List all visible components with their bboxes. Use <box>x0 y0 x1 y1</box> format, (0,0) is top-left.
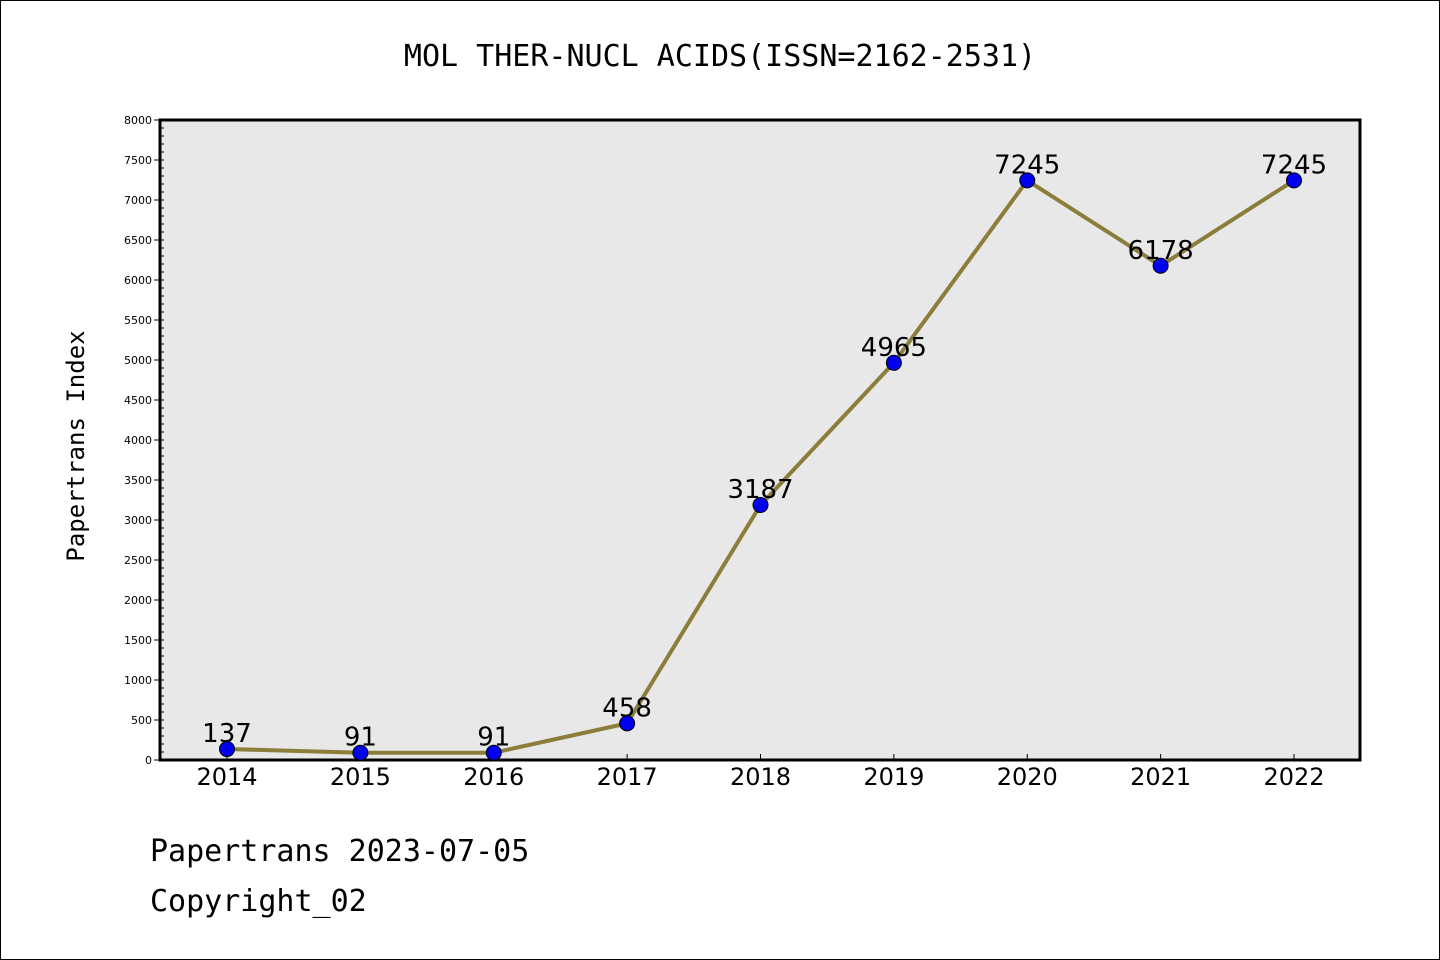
y-tick-label: 8000 <box>124 114 152 127</box>
y-tick-label: 7500 <box>124 154 152 167</box>
footer-copyright: Copyright_02 <box>150 884 367 919</box>
y-tick-label: 1000 <box>124 674 152 687</box>
y-tick-label: 6000 <box>124 274 152 287</box>
chart-title: MOL THER-NUCL ACIDS(ISSN=2162-2531) <box>404 39 1036 74</box>
data-point <box>1152 257 1169 274</box>
data-point <box>352 744 369 761</box>
data-label: 7245 <box>1261 150 1327 180</box>
y-axis-label: Papertrans Index <box>62 330 90 561</box>
y-tick-label: 7000 <box>124 194 152 207</box>
footer-date: Papertrans 2023-07-05 <box>150 834 530 869</box>
x-tick-label: 2019 <box>863 763 924 791</box>
y-tick-label: 6500 <box>124 234 152 247</box>
y-tick-label: 0 <box>145 754 152 767</box>
x-axis-ticks: 2014 2015 2016 2017 2018 2019 2020 2021 2022 <box>196 754 1325 791</box>
y-tick-label: 4500 <box>124 394 152 407</box>
x-tick-label: 2021 <box>1130 763 1191 791</box>
data-label: 91 <box>477 723 510 753</box>
data-point <box>1286 172 1302 189</box>
y-tick-label: 4000 <box>124 434 152 447</box>
data-point <box>885 354 902 371</box>
y-tick-label: 1500 <box>124 634 152 647</box>
x-tick-label: 2017 <box>597 763 658 791</box>
x-tick-label: 2016 <box>463 763 524 791</box>
x-tick-label: 2015 <box>330 763 391 791</box>
y-tick-label: 3500 <box>124 474 152 487</box>
y-tick-label: 5000 <box>124 354 152 367</box>
x-tick-label: 2018 <box>730 763 791 791</box>
data-label: 4965 <box>861 333 927 363</box>
y-tick-label: 2000 <box>124 594 152 607</box>
y-axis-ticks: 0 500 1000 1500 2000 2500 3000 3500 4000 4500 5000… <box>124 114 164 767</box>
plot-area <box>158 118 1362 762</box>
y-tick-label: 3000 <box>124 514 152 527</box>
x-tick-label: 2014 <box>196 763 257 791</box>
x-tick-label: 2022 <box>1263 763 1324 791</box>
data-label: 91 <box>344 723 377 753</box>
data-point <box>752 497 769 514</box>
data-label: 3187 <box>727 475 793 505</box>
y-tick-label: 2500 <box>124 554 152 567</box>
x-tick-label: 2020 <box>997 763 1058 791</box>
data-label: 137 <box>202 719 252 749</box>
data-point <box>1019 172 1036 189</box>
series-main <box>219 172 1302 761</box>
data-label: 7245 <box>994 150 1060 180</box>
data-point <box>485 744 502 761</box>
y-tick-label: 5500 <box>124 314 152 327</box>
data-label: 458 <box>602 693 652 723</box>
data-labels: 137 91 91 458 3187 4965 7245 6178 7245 <box>202 150 1327 752</box>
y-tick-label: 500 <box>131 714 152 727</box>
data-point <box>219 741 235 758</box>
data-label: 6178 <box>1128 236 1194 266</box>
data-point <box>619 715 636 732</box>
